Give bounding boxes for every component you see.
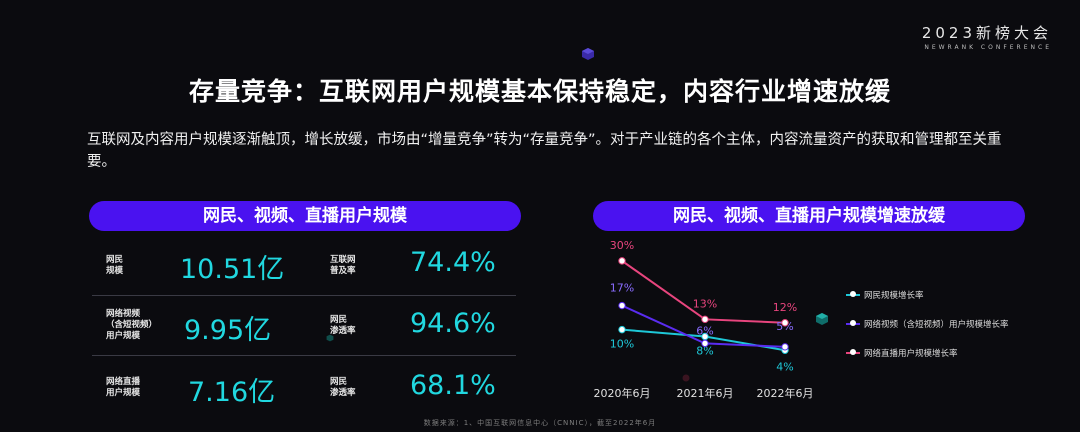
legend-dot-video bbox=[850, 320, 856, 326]
decorative-cube-right bbox=[816, 313, 828, 325]
x-tick-label-1: 2021年6月 bbox=[677, 386, 734, 400]
data-label-s2-1: 13% bbox=[693, 297, 717, 310]
data-point-s2-2 bbox=[781, 319, 789, 327]
x-tick-label-0: 2020年6月 bbox=[594, 386, 651, 400]
growth-line-chart: 10%8%4%17%6%5%30%13%12%2020年6月2021年6月202… bbox=[594, 239, 814, 400]
brand-logo: 2023新榜大会 NEWRANK CONFERENCE bbox=[922, 22, 1052, 51]
right-panel-heading: 网民、视频、直播用户规模增速放缓 bbox=[593, 201, 1025, 231]
stats-table: 网民 规模 10.51亿 互联网 普及率 74.4% 网络视频 （含短视频） 用… bbox=[92, 236, 516, 415]
data-label-s0-0: 10% bbox=[610, 338, 634, 351]
legend-label-netizen: 网民规模增长率 bbox=[864, 291, 924, 301]
stats-row-video: 网络视频 （含短视频） 用户规模 9.95亿 网民 渗透率 94.6% bbox=[92, 296, 516, 356]
data-label-s1-0: 17% bbox=[610, 282, 634, 295]
stat-value-video-users: 9.95亿 bbox=[184, 315, 272, 346]
stat-label-live-users: 网络直播 用户规模 bbox=[106, 377, 141, 398]
data-label-s0-2: 4% bbox=[776, 360, 793, 373]
decorative-cube-small bbox=[326, 334, 334, 342]
stat-value-penetration: 74.4% bbox=[410, 247, 496, 278]
brand-main-text: 2023新榜大会 bbox=[921, 24, 1052, 42]
stats-row-internet: 网民 规模 10.51亿 互联网 普及率 74.4% bbox=[92, 236, 516, 296]
data-label-s1-1: 6% bbox=[696, 324, 713, 337]
data-source-note: 数据来源：1、中国互联网信息中心（CNNIC），截至2022年6月 bbox=[423, 419, 657, 427]
series-line-2 bbox=[621, 260, 786, 324]
legend-dot-netizen bbox=[850, 291, 856, 297]
legend-label-live: 网络直播用户规模增长率 bbox=[864, 349, 958, 359]
stat-label-video-penetration: 网民 渗透率 bbox=[330, 315, 356, 336]
data-point-s1-1 bbox=[701, 339, 709, 348]
data-label-s2-2: 12% bbox=[773, 301, 797, 314]
data-label-s0-1: 8% bbox=[696, 345, 713, 358]
page-description: 互联网及内容用户规模逐渐触顶，增长放缓，市场由“增量竞争”转为“存量竞争”。对于… bbox=[87, 132, 1002, 170]
data-point-s2-1 bbox=[701, 315, 709, 324]
page-title: 存量竞争：互联网用户规模基本保持稳定，内容行业增速放缓 bbox=[188, 77, 891, 106]
data-point-s1-2 bbox=[781, 343, 789, 351]
stat-value-live-penetration: 68.1% bbox=[410, 370, 496, 401]
data-label-s2-0: 30% bbox=[610, 239, 634, 252]
data-point-s1-0 bbox=[618, 301, 626, 310]
legend-dot-live bbox=[850, 349, 856, 355]
stat-value-netizen-scale: 10.51亿 bbox=[180, 254, 285, 285]
x-tick-label-2: 2022年6月 bbox=[757, 386, 814, 400]
stats-row-live: 网络直播 用户规模 7.16亿 网民 渗透率 68.1% bbox=[92, 356, 516, 415]
left-panel-heading: 网民、视频、直播用户规模 bbox=[89, 201, 521, 231]
stat-label-video-users: 网络视频 （含短视频） 用户规模 bbox=[106, 309, 158, 341]
legend-label-video: 网络视频（含短视频）用户规模增长率 bbox=[864, 320, 1009, 330]
data-point-s0-0 bbox=[618, 325, 626, 334]
decorative-dot bbox=[682, 374, 690, 382]
stat-label-netizen-scale: 网民 规模 bbox=[106, 255, 124, 276]
stat-label-penetration: 互联网 普及率 bbox=[330, 255, 356, 276]
stat-label-live-penetration: 网民 渗透率 bbox=[330, 377, 356, 398]
brand-sub-text: NEWRANK CONFERENCE bbox=[924, 44, 1052, 51]
stat-value-live-users: 7.16亿 bbox=[188, 377, 276, 408]
decorative-cube-top bbox=[582, 48, 594, 60]
data-point-s2-0 bbox=[618, 257, 626, 265]
stat-value-video-penetration: 94.6% bbox=[410, 308, 496, 339]
